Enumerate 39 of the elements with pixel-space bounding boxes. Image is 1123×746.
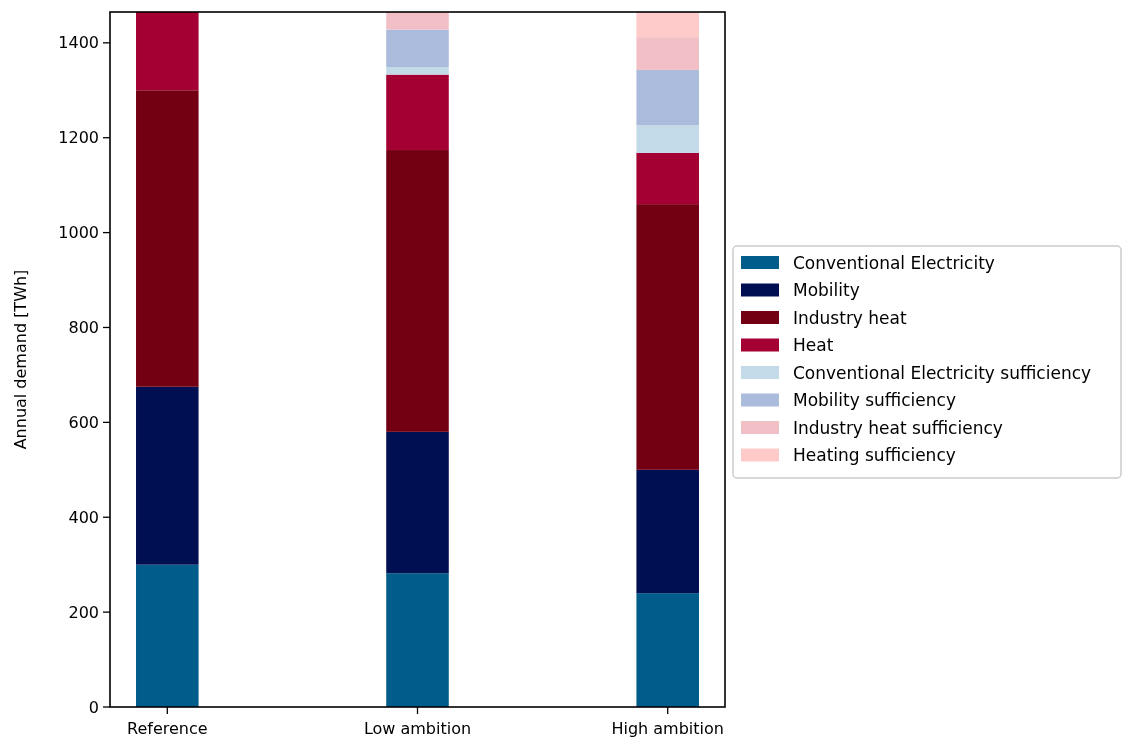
y-axis-title: Annual demand [TWh] (11, 269, 30, 450)
bar (386, 431, 449, 574)
x-tick-label: High ambition (611, 719, 724, 738)
legend-label: Conventional Electricity (793, 252, 995, 273)
bar (636, 469, 699, 594)
bar (386, 74, 449, 151)
legend-label: Mobility sufficiency (793, 390, 956, 411)
legend-label: Mobility (793, 280, 860, 301)
legend-label: Industry heat sufficiency (793, 417, 1003, 438)
bar (136, 12, 199, 91)
y-tick-label: 1400 (58, 33, 99, 53)
legend-label: Industry heat (793, 307, 907, 328)
bar (636, 125, 699, 153)
bar (386, 12, 449, 30)
bar (386, 573, 449, 707)
bar (636, 12, 699, 38)
x-tick-label: Reference (127, 719, 208, 738)
y-tick-label: 200 (68, 602, 99, 622)
bar (136, 386, 199, 565)
y-tick-label: 400 (68, 507, 99, 527)
y-tick-label: 800 (68, 318, 99, 338)
legend-label: Heating sufficiency (793, 445, 956, 466)
y-tick-label: 0 (88, 697, 99, 717)
x-tick-label: Low ambition (363, 719, 472, 738)
y-tick-label: 1200 (58, 128, 99, 148)
legend-label: Heat (793, 335, 834, 356)
bar (636, 69, 699, 126)
bar (636, 204, 699, 470)
bar (636, 152, 699, 205)
bar (136, 564, 199, 707)
bar (386, 67, 449, 75)
bar (636, 593, 699, 707)
bar (386, 150, 449, 432)
bar (386, 29, 449, 68)
legend-label: Conventional Electricity sufficiency (793, 362, 1092, 383)
bar (136, 90, 199, 387)
y-tick-label: 1000 (58, 223, 99, 243)
bar (636, 37, 699, 70)
y-tick-label: 600 (68, 412, 99, 432)
